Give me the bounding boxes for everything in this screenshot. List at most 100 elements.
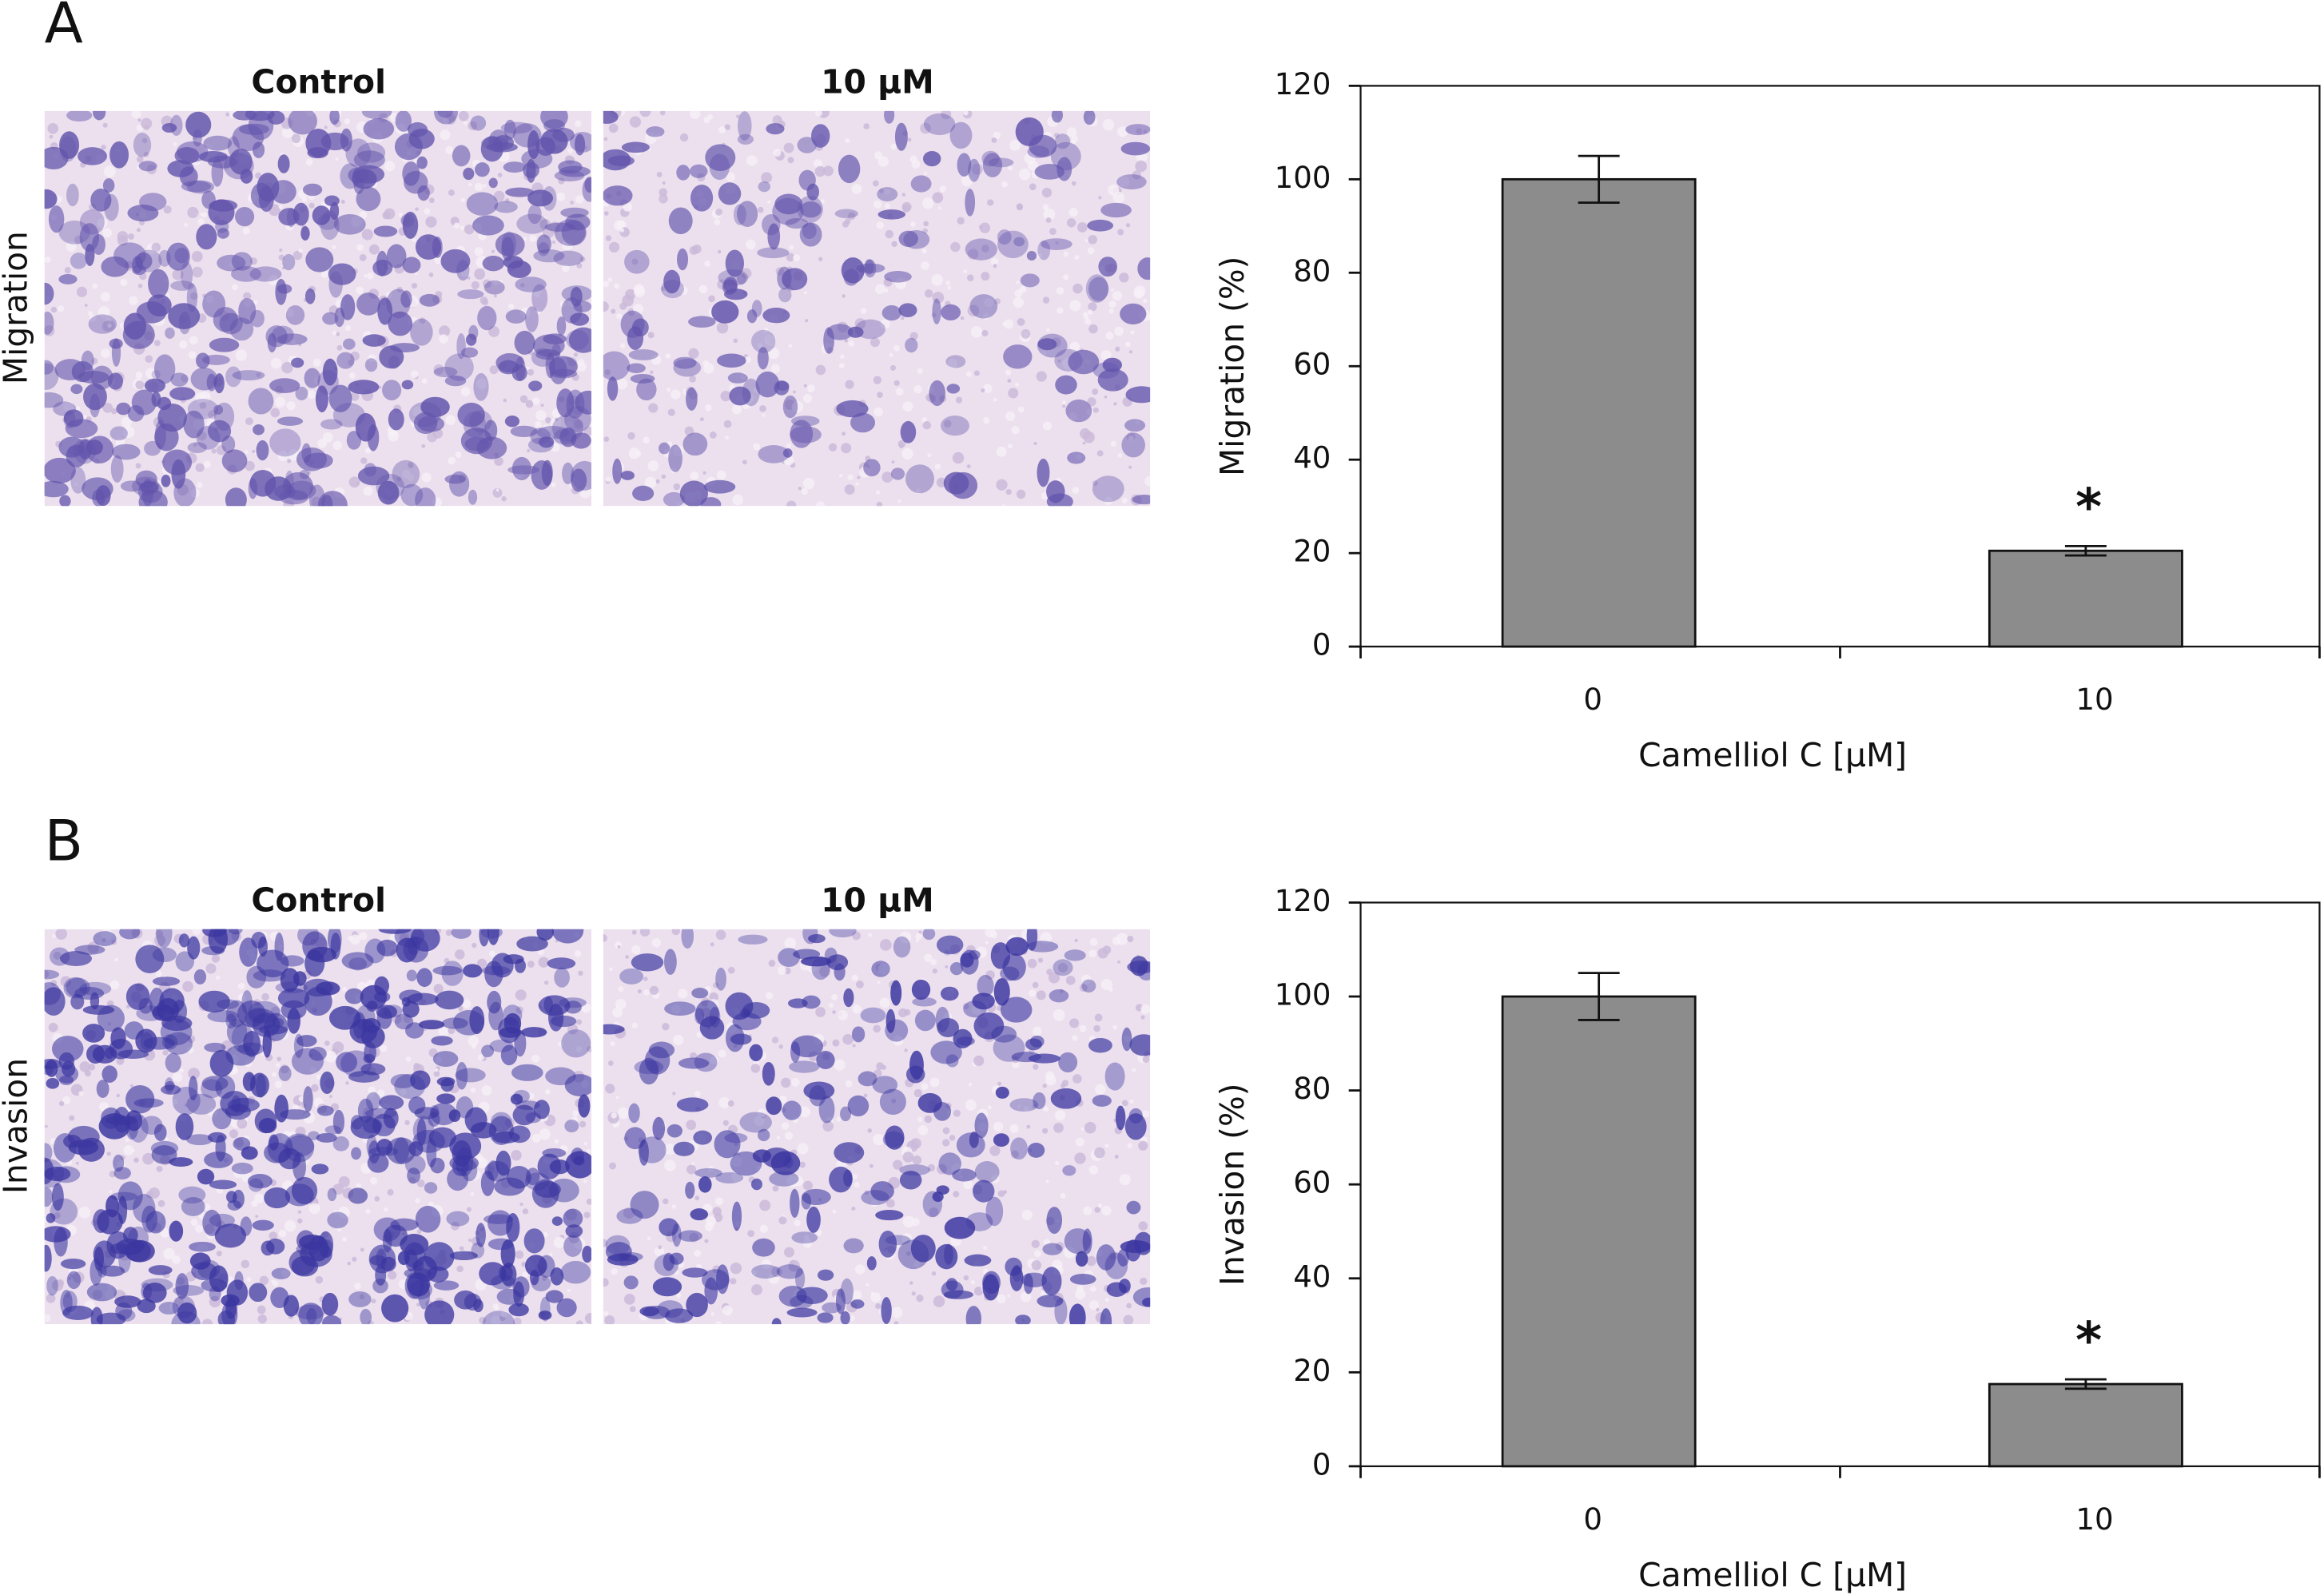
cell	[293, 1033, 304, 1059]
cell	[664, 949, 677, 975]
cell	[133, 132, 152, 157]
speckle	[665, 353, 671, 359]
cell	[731, 1201, 742, 1231]
speckle	[784, 937, 796, 949]
speckle	[852, 1004, 862, 1014]
speckle	[153, 934, 166, 946]
cell	[505, 309, 527, 324]
cell	[1125, 124, 1151, 136]
speckle	[354, 1283, 361, 1290]
cell	[1102, 357, 1122, 372]
speckle	[493, 294, 497, 298]
speckle	[97, 306, 110, 318]
cell	[249, 266, 282, 282]
speckle	[448, 1027, 456, 1035]
speckle	[472, 1044, 476, 1049]
cell	[432, 965, 463, 976]
y-tick-label: 0	[1312, 1447, 1331, 1482]
speckle	[844, 218, 851, 225]
cell	[231, 1095, 241, 1113]
speckle	[877, 392, 883, 398]
cell	[940, 416, 970, 436]
speckle	[603, 933, 607, 942]
speckle	[1083, 431, 1095, 443]
cell	[545, 1290, 563, 1303]
speckle	[750, 1064, 761, 1073]
speckle	[802, 394, 812, 404]
cell	[989, 157, 1014, 168]
cell	[303, 1086, 313, 1112]
cell	[262, 1029, 273, 1058]
speckle	[1088, 235, 1097, 245]
cell	[113, 1107, 131, 1133]
speckle	[1088, 302, 1097, 312]
speckle	[1138, 1140, 1148, 1151]
cell	[250, 309, 265, 328]
cell	[900, 420, 917, 443]
cell	[317, 491, 348, 507]
cell	[750, 1178, 762, 1191]
cell	[277, 416, 304, 426]
cell	[322, 312, 339, 325]
cell	[241, 990, 253, 1015]
speckle	[942, 1127, 950, 1135]
cell	[209, 1179, 237, 1190]
cell	[355, 412, 376, 442]
cell	[899, 1164, 931, 1176]
speckle	[917, 368, 923, 374]
cell	[949, 121, 973, 149]
speckle	[1065, 975, 1076, 985]
speckle	[930, 959, 937, 965]
cell	[974, 1112, 989, 1139]
cell	[297, 929, 320, 946]
speckle	[344, 325, 352, 332]
cell	[405, 1022, 424, 1039]
speckle	[324, 1040, 330, 1046]
speckle	[637, 989, 642, 994]
cell	[767, 223, 781, 250]
speckle	[1001, 503, 1006, 507]
speckle	[855, 482, 859, 486]
speckle	[255, 1215, 259, 1219]
speckle	[1142, 1110, 1150, 1118]
speckle	[605, 476, 611, 483]
speckle	[388, 1271, 397, 1280]
cell	[287, 1008, 300, 1034]
cell	[612, 458, 623, 484]
cell	[690, 1208, 709, 1221]
cell	[1064, 1228, 1092, 1255]
cell	[506, 1166, 531, 1189]
speckle	[786, 1175, 798, 1187]
cell	[463, 411, 487, 438]
cell	[356, 1004, 376, 1032]
speckle	[535, 421, 542, 428]
cell	[258, 1117, 277, 1134]
speckle	[617, 945, 621, 949]
speckle	[707, 1166, 714, 1172]
speckle	[852, 931, 861, 941]
speckle	[1069, 341, 1080, 352]
speckle	[1009, 1124, 1019, 1133]
cell	[204, 1042, 226, 1052]
cell	[1124, 419, 1146, 432]
cell	[1068, 349, 1100, 375]
speckle	[822, 1120, 834, 1132]
cell	[432, 1051, 459, 1067]
cell	[749, 1044, 763, 1062]
speckle	[832, 1010, 836, 1014]
speckle	[841, 443, 852, 454]
cell	[456, 333, 466, 360]
row-label: Invasion	[0, 1058, 34, 1194]
speckle	[1015, 382, 1020, 387]
cell	[487, 1238, 514, 1251]
cell	[922, 150, 941, 167]
speckle	[470, 1191, 475, 1196]
speckle	[542, 424, 551, 433]
speckle	[1088, 949, 1096, 958]
speckle	[603, 1311, 609, 1316]
speckle	[460, 225, 464, 230]
cell	[353, 150, 385, 169]
cell	[491, 953, 514, 978]
speckle	[365, 1208, 371, 1215]
cell	[898, 303, 917, 318]
